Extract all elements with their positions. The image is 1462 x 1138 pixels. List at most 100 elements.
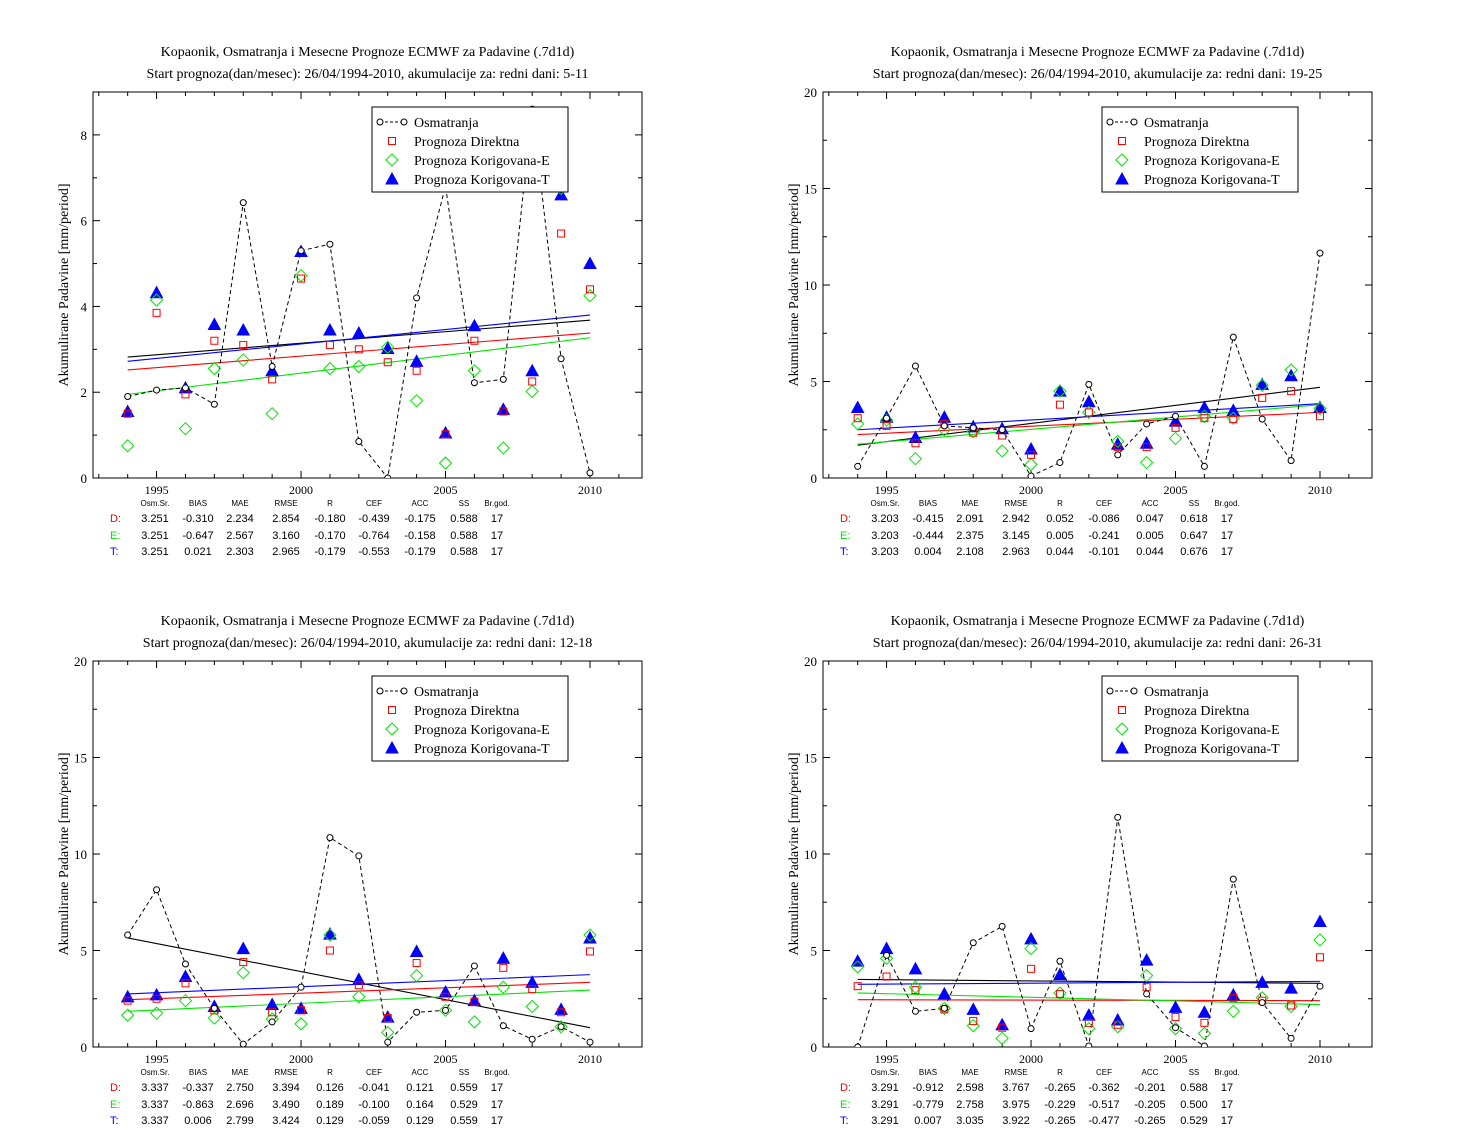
marker-korigovana-t [467, 993, 482, 1007]
marker-korigovana-t [1110, 1012, 1125, 1026]
marker-osmatranja [911, 362, 919, 370]
marker-korigovana-t [409, 944, 424, 957]
legend-swatch-diamond [1115, 153, 1129, 167]
marker-korigovana-e [908, 980, 923, 994]
marker-osmatranja [413, 294, 421, 302]
marker-osmatranja [528, 1035, 536, 1043]
stats-header: RMSE [274, 1068, 297, 1077]
marker-korigovana-e [1139, 968, 1154, 983]
marker-direktna [239, 341, 248, 350]
legend-swatch-square [388, 706, 396, 714]
stats-cell: 0.004 [914, 546, 942, 558]
y-tick-label: 5 [811, 944, 818, 959]
marker-korigovana-e [1313, 933, 1327, 947]
marker-korigovana-t [178, 969, 193, 983]
stats-header: CEF [1096, 499, 1112, 508]
marker-osmatranja [1287, 1034, 1295, 1042]
stats-cell: -0.439 [358, 513, 389, 525]
stats-cell: 0.044 [1046, 546, 1074, 558]
chart-title: Kopaonik, Osmatranja i Mesecne Prognoze … [891, 45, 1305, 60]
marker-korigovana-t [409, 354, 424, 367]
marker-korigovana-t [1197, 400, 1212, 414]
y-tick-label: 4 [81, 299, 88, 314]
stats-cell: 0.007 [914, 1115, 942, 1127]
stats-row-label: E: [840, 530, 850, 542]
marker-direktna [268, 375, 277, 384]
marker-osmatranja [1114, 813, 1122, 821]
marker-direktna [1171, 423, 1180, 432]
stats-cell: 0.129 [316, 1115, 344, 1127]
marker-direktna [297, 1006, 306, 1015]
marker-osmatranja [181, 384, 189, 392]
marker-direktna [1200, 1018, 1209, 1027]
marker-osmatranja [1056, 459, 1064, 467]
stats-cell: -0.310 [182, 513, 213, 525]
marker-direktna [1287, 1001, 1296, 1010]
chart-panel-4: Kopaonik, Osmatranja i Mesecne Prognoze … [787, 614, 1373, 1127]
chart-subtitle: Start prognoza(dan/mesec): 26/04/1994-20… [873, 67, 1322, 82]
legend-label: Prognoza Korigovana-E [414, 154, 550, 169]
stats-header: R [1057, 499, 1063, 508]
marker-osmatranja [268, 362, 276, 370]
x-tick-label: 2000 [1019, 483, 1043, 497]
marker-korigovana-e [149, 293, 164, 307]
x-tick-label: 2000 [289, 1052, 313, 1066]
y-axis-label: Akumulirane Padavine [mm/period] [57, 753, 72, 956]
stats-cell: -0.041 [358, 1082, 389, 1094]
marker-direktna [470, 997, 479, 1006]
stats-row-label: D: [840, 513, 851, 525]
marker-direktna [882, 972, 891, 981]
stats-row-label: D: [110, 513, 121, 525]
stats-row-label: T: [110, 546, 119, 558]
legend-label: Osmatranja [1144, 116, 1209, 131]
y-tick-label: 0 [811, 1040, 818, 1055]
marker-osmatranja [1027, 472, 1035, 478]
stats-header: MAE [231, 1068, 248, 1077]
marker-osmatranja [124, 393, 132, 401]
stats-table: Osm.Sr. BIAS MAE RMSE R CEF ACC SS Br.god. D: 3.20… [840, 499, 1240, 558]
marker-korigovana-e [583, 928, 597, 942]
marker-korigovana-e [352, 359, 366, 374]
x-tick-label: 2010 [1308, 483, 1332, 497]
chart-title: Kopaonik, Osmatranja i Mesecne Prognoze … [891, 614, 1305, 629]
marker-osmatranja [413, 1008, 421, 1016]
marker-korigovana-e [467, 364, 482, 378]
marker-direktna [911, 439, 920, 448]
stats-cell: 0.529 [1180, 1115, 1208, 1127]
stats-cell: 17 [491, 1115, 503, 1127]
legend-swatch-square [1118, 706, 1126, 714]
stats-cell: 3.160 [272, 530, 300, 542]
stats-header: MAE [231, 499, 248, 508]
marker-osmatranja [384, 1038, 392, 1046]
marker-korigovana-t [496, 402, 511, 415]
stats-header: BIAS [919, 499, 937, 508]
legend-label: Prognoza Direktna [414, 704, 520, 719]
marker-korigovana-t [1053, 967, 1067, 981]
marker-osmatranja [940, 422, 948, 430]
marker-korigovana-e [1111, 434, 1125, 449]
stats-cell: 0.126 [316, 1082, 344, 1094]
marker-osmatranja [153, 386, 161, 394]
marker-direktna [911, 986, 920, 995]
marker-korigovana-t [149, 987, 164, 1001]
stats-header: ACC [412, 499, 429, 508]
stats-cell: -0.553 [358, 546, 389, 558]
marker-korigovana-e [120, 1008, 135, 1022]
marker-korigovana-e [966, 1019, 980, 1033]
marker-osmatranja [557, 355, 565, 363]
legend-label: Prognoza Direktna [414, 135, 520, 150]
marker-direktna [412, 959, 421, 968]
marker-direktna [325, 946, 334, 955]
marker-korigovana-e [1053, 384, 1067, 398]
stats-cell: -0.362 [1088, 1082, 1119, 1094]
x-tick-label: 2010 [578, 483, 602, 497]
trend-line-direct [857, 411, 1321, 436]
marker-korigovana-e [236, 353, 250, 367]
marker-korigovana-e [323, 928, 337, 942]
marker-korigovana-t [149, 285, 164, 299]
marker-osmatranja [355, 852, 363, 860]
stats-header: Osm.Sr. [141, 499, 170, 508]
y-tick-label: 20 [804, 654, 817, 669]
stats-cell: 2.108 [956, 546, 984, 558]
